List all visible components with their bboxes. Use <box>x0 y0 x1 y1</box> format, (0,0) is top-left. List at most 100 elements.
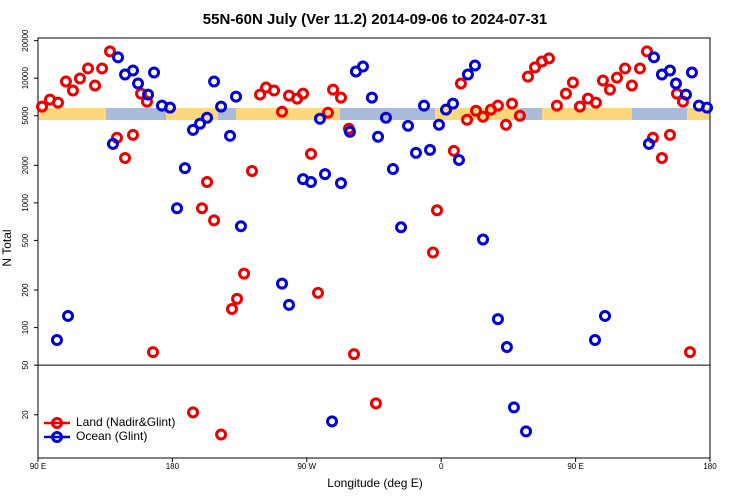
data-point <box>208 214 221 227</box>
data-point <box>36 100 49 113</box>
data-point <box>304 176 317 189</box>
data-point <box>59 75 72 88</box>
data-point <box>701 101 714 114</box>
data-point <box>452 153 465 166</box>
data-point <box>187 123 200 136</box>
data-point <box>215 428 228 441</box>
data-point <box>326 415 339 428</box>
data-point <box>596 74 609 87</box>
data-point <box>640 45 653 58</box>
data-point <box>254 88 267 101</box>
data-point <box>500 341 513 354</box>
data-point <box>521 70 534 83</box>
y-axis-label: N Total <box>0 229 14 266</box>
x-tick-label: 180 <box>166 462 180 471</box>
legend-marker <box>51 431 63 443</box>
data-point <box>439 103 452 116</box>
data-point <box>589 96 602 109</box>
plot-frame <box>37 37 711 459</box>
data-point <box>208 75 221 88</box>
data-point <box>119 152 132 165</box>
data-point <box>334 91 347 104</box>
y-tick-label: 20000 <box>21 29 30 52</box>
data-point <box>304 147 317 160</box>
data-point <box>625 79 638 92</box>
data-point <box>461 68 474 81</box>
data-point <box>432 118 445 131</box>
y-tick-label: 10000 <box>21 67 30 90</box>
data-point <box>679 88 692 101</box>
y-tick-label: 50 <box>21 360 30 369</box>
data-point <box>685 66 698 79</box>
data-point <box>520 425 533 438</box>
data-point <box>402 119 415 132</box>
data-point <box>610 71 623 84</box>
data-point <box>619 62 632 75</box>
legend-label: Ocean (Glint) <box>76 429 147 443</box>
data-point <box>663 64 676 77</box>
data-point <box>491 313 504 326</box>
x-tick-label: 180 <box>703 462 717 471</box>
data-point <box>418 99 431 112</box>
data-point <box>528 61 541 74</box>
data-point <box>132 77 145 90</box>
data-point <box>319 168 332 181</box>
x-tick-label: 90 E <box>567 462 583 471</box>
data-point <box>312 286 324 299</box>
data-point <box>178 162 191 175</box>
data-point <box>201 111 214 124</box>
data-point <box>146 346 159 359</box>
y-tick-label: 20 <box>21 410 30 419</box>
data-point <box>347 348 360 361</box>
legend-label: Land (Nadir&Glint) <box>76 415 175 429</box>
data-point <box>201 176 214 189</box>
data-point <box>245 165 258 178</box>
data-point <box>633 62 646 75</box>
data-point <box>573 100 586 113</box>
data-point <box>164 101 177 114</box>
data-point <box>477 110 490 123</box>
data-point <box>327 83 340 96</box>
data-point <box>135 87 148 100</box>
data-point <box>599 309 612 322</box>
data-point <box>395 221 408 234</box>
data-point <box>283 298 296 311</box>
data-point <box>215 100 228 113</box>
data-point <box>589 333 602 346</box>
data-point <box>82 62 95 75</box>
data-point <box>426 246 439 259</box>
x-axis-label: Longitude (deg E) <box>327 476 422 490</box>
data-point <box>322 106 335 119</box>
data-point <box>566 76 579 89</box>
data-point <box>234 220 247 233</box>
data-point <box>112 51 125 64</box>
data-point <box>238 267 251 280</box>
data-point <box>103 45 116 58</box>
x-tick-label: 0 <box>439 462 444 471</box>
data-point <box>669 77 682 90</box>
data-point <box>655 152 668 165</box>
data-point <box>73 72 86 85</box>
data-point <box>424 143 436 156</box>
data-point <box>431 204 444 217</box>
data-point <box>231 292 244 305</box>
data-point <box>142 88 155 101</box>
data-point <box>491 99 504 112</box>
data-point <box>461 113 474 126</box>
data-point <box>648 51 660 64</box>
data-point <box>507 401 520 414</box>
data-point <box>276 105 289 118</box>
data-point <box>313 112 326 125</box>
data-point <box>543 52 556 65</box>
data-point <box>559 87 572 100</box>
data-point <box>334 177 347 190</box>
data-point <box>500 118 513 131</box>
data-point <box>126 128 139 141</box>
data-point <box>603 83 616 96</box>
data-point <box>550 99 563 112</box>
data-point <box>66 84 79 97</box>
data-point <box>505 97 518 110</box>
data-point <box>468 59 481 72</box>
y-tick-label: 100 <box>21 320 30 334</box>
